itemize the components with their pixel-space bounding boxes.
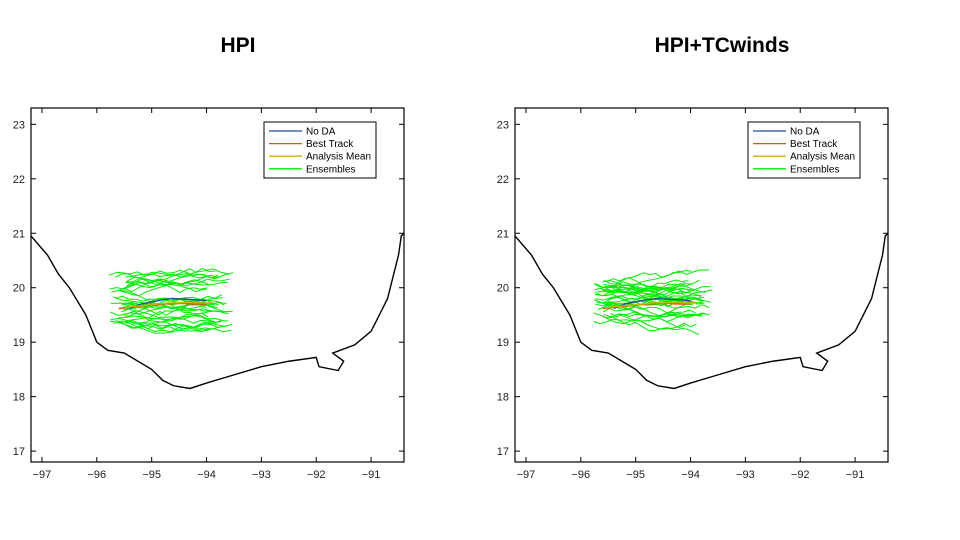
chart-panel-0: −97 −96 −95 −94 −93 −92 −91 17 18 19 20 21 22 23 No DA… <box>13 107 405 481</box>
ensemble-track <box>126 272 234 287</box>
y-tick-label: 20 <box>497 283 509 295</box>
x-tick-label: −96 <box>87 469 106 481</box>
ensemble-track <box>596 301 703 318</box>
ensemble-track <box>593 315 686 329</box>
ensemble-track <box>111 284 208 297</box>
ensemble-track <box>607 269 692 282</box>
ensemble-track <box>601 283 706 294</box>
x-tick-label: −91 <box>846 469 865 481</box>
legend-label: Analysis Mean <box>306 152 371 163</box>
y-tick-label: 19 <box>497 337 509 349</box>
ensemble-track <box>605 279 688 290</box>
panel-title-hpi-tcwinds: HPI+TCwinds <box>654 34 790 57</box>
y-tick-label: 21 <box>497 228 509 240</box>
x-tick-label: −97 <box>517 469 536 481</box>
ensemble-tracks <box>108 267 234 334</box>
x-tick-label: −95 <box>626 469 645 481</box>
y-tick-label: 22 <box>13 174 25 186</box>
ensemble-track <box>604 293 703 308</box>
y-tick-label: 18 <box>13 392 25 404</box>
ensemble-track <box>118 315 216 324</box>
ensemble-track <box>109 279 210 290</box>
x-tick-label: −92 <box>791 469 810 481</box>
ensemble-track <box>108 268 231 282</box>
y-tick-label: 17 <box>497 446 509 458</box>
ensemble-track <box>125 314 222 324</box>
x-tick-label: −94 <box>197 469 216 481</box>
ensemble-track <box>114 271 219 279</box>
x-tick-label: −93 <box>252 469 271 481</box>
ensemble-track <box>602 279 700 292</box>
panel-title-hpi: HPI <box>220 34 256 57</box>
coastline <box>515 232 888 390</box>
x-tick-label: −93 <box>736 469 755 481</box>
y-tick-label: 20 <box>13 283 25 295</box>
ensemble-track <box>604 285 687 294</box>
ensemble-track <box>603 311 710 319</box>
ensemble-track <box>125 267 216 293</box>
ensemble-track <box>118 315 229 330</box>
ensemble-track <box>595 289 713 301</box>
series-analysis-mean <box>124 301 213 309</box>
legend-label: Best Track <box>790 139 838 150</box>
x-tick-label: −94 <box>681 469 700 481</box>
plot-area <box>515 232 888 390</box>
ensemble-track <box>113 320 232 334</box>
x-tick-label: −97 <box>33 469 52 481</box>
legend-label: Best Track <box>306 139 354 150</box>
y-tick-label: 18 <box>497 392 509 404</box>
ensemble-track <box>603 307 691 319</box>
legend-label: Ensembles <box>306 164 355 175</box>
chart-panel-1: −97 −96 −95 −94 −93 −92 −91 17 18 19 20 21 22 23 No DA… <box>497 107 889 481</box>
y-tick-label: 23 <box>497 119 509 131</box>
plot-area <box>31 232 404 390</box>
ensemble-track <box>109 320 213 330</box>
legend-label: No DA <box>790 127 820 138</box>
legend-label: Analysis Mean <box>790 152 855 163</box>
series-analysis-mean <box>608 301 697 309</box>
y-tick-label: 19 <box>13 337 25 349</box>
axes-frame <box>514 107 889 463</box>
ensemble-track <box>109 306 229 316</box>
ensemble-track <box>112 296 233 313</box>
series-no-da <box>129 297 207 310</box>
axes-frame <box>30 107 405 463</box>
series-no-da <box>613 297 691 310</box>
legend-label: Ensembles <box>790 164 839 175</box>
y-tick-label: 23 <box>13 119 25 131</box>
ensemble-track <box>593 312 700 336</box>
y-tick-label: 17 <box>13 446 25 458</box>
coastline <box>31 232 404 390</box>
ensemble-track <box>118 281 228 291</box>
x-tick-label: −92 <box>307 469 326 481</box>
y-tick-label: 21 <box>13 228 25 240</box>
legend-label: No DA <box>306 127 336 138</box>
y-tick-label: 22 <box>497 174 509 186</box>
x-tick-label: −91 <box>362 469 381 481</box>
x-tick-label: −96 <box>571 469 590 481</box>
ensemble-track <box>126 273 219 282</box>
ensemble-track <box>123 312 222 324</box>
x-tick-label: −95 <box>142 469 161 481</box>
